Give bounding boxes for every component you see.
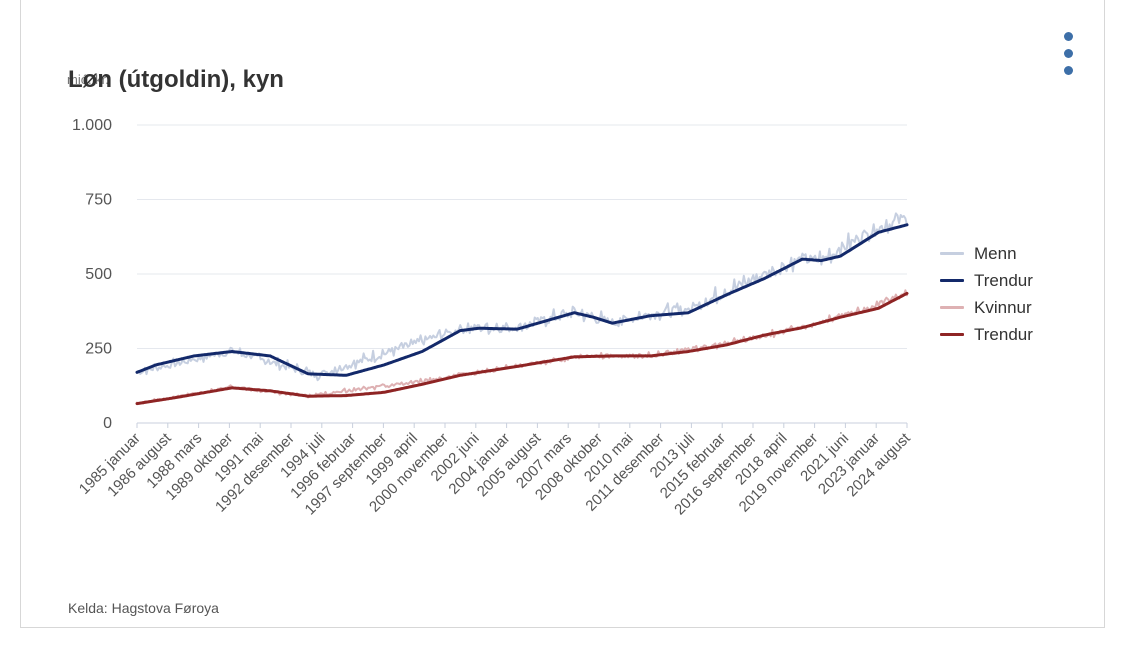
legend-item[interactable]: Menn	[940, 240, 1033, 267]
y-tick-label: 1.000	[72, 117, 112, 134]
series-menn-trend-line	[135, 223, 909, 377]
legend-label: Trendur	[974, 324, 1033, 344]
legend-swatch	[940, 252, 964, 255]
chart-legend: Menn Trendur Kvinnur Trendur	[940, 240, 1033, 348]
legend-item[interactable]: Kvinnur	[940, 294, 1033, 321]
menu-dot	[1063, 49, 1073, 58]
y-tick-label: 250	[85, 341, 112, 358]
y-axis-unit-label: mió. kr.	[67, 72, 109, 87]
chart-card	[20, 0, 1105, 628]
y-tick-label: 0	[103, 415, 112, 432]
legend-label: Menn	[974, 243, 1017, 263]
legend-swatch	[940, 279, 964, 282]
chart-title: Løn (útgoldin), kyn	[68, 66, 284, 93]
y-tick-label: 500	[85, 266, 112, 283]
menu-dot	[1063, 66, 1073, 75]
source-note: Kelda: Hagstova Føroya	[68, 600, 219, 616]
legend-item[interactable]: Trendur	[940, 267, 1033, 294]
legend-label: Kvinnur	[974, 297, 1032, 317]
series-kvinnur-trend-line	[135, 291, 909, 406]
series-kvinnur-line	[136, 289, 908, 405]
menu-dot	[1063, 32, 1073, 41]
legend-swatch	[940, 306, 964, 309]
legend-swatch	[940, 333, 964, 336]
more-vertical-icon[interactable]	[1058, 32, 1078, 82]
legend-label: Trendur	[974, 270, 1033, 290]
legend-item[interactable]: Trendur	[940, 321, 1033, 348]
y-tick-label: 750	[85, 192, 112, 209]
